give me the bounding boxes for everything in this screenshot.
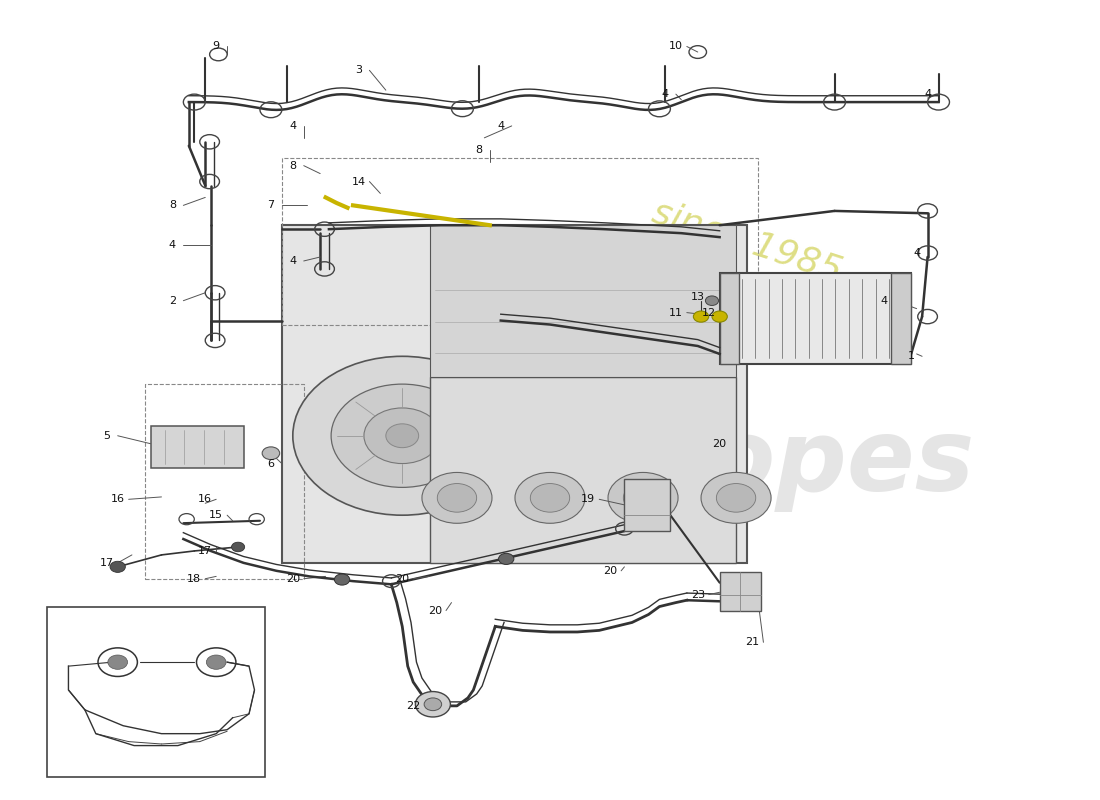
Circle shape <box>334 574 350 585</box>
Text: 19: 19 <box>581 494 595 504</box>
Text: 13: 13 <box>691 292 705 302</box>
Text: 22: 22 <box>406 701 420 711</box>
Bar <box>430 226 736 377</box>
Text: 4: 4 <box>913 248 921 258</box>
Circle shape <box>422 473 492 523</box>
Text: 4: 4 <box>289 256 296 266</box>
Circle shape <box>425 698 441 710</box>
Text: 18: 18 <box>187 574 201 584</box>
Circle shape <box>207 655 226 670</box>
Bar <box>145 384 304 578</box>
Text: 12: 12 <box>702 308 716 318</box>
Circle shape <box>712 311 727 322</box>
Bar <box>719 572 761 610</box>
Circle shape <box>716 483 756 512</box>
Text: 4: 4 <box>924 89 931 99</box>
Circle shape <box>515 473 585 523</box>
Text: 16: 16 <box>111 494 124 504</box>
Text: 20: 20 <box>395 574 409 584</box>
Text: 7: 7 <box>267 200 275 210</box>
Text: 8: 8 <box>475 145 483 154</box>
Text: 21: 21 <box>746 638 759 647</box>
Bar <box>625 479 670 531</box>
Circle shape <box>416 691 450 717</box>
Text: 10: 10 <box>669 42 683 51</box>
Bar <box>282 226 747 563</box>
Text: 11: 11 <box>669 308 683 318</box>
Text: 4: 4 <box>497 121 504 131</box>
Text: 5: 5 <box>103 430 110 441</box>
Circle shape <box>705 296 718 306</box>
Text: 2: 2 <box>169 296 176 306</box>
Circle shape <box>693 311 708 322</box>
Circle shape <box>231 542 244 552</box>
Circle shape <box>331 384 473 487</box>
Circle shape <box>386 424 419 448</box>
Text: 14: 14 <box>351 177 365 186</box>
Bar <box>282 158 758 325</box>
Text: 1: 1 <box>908 351 915 362</box>
Text: 4: 4 <box>289 121 296 131</box>
Text: 20: 20 <box>286 574 300 584</box>
Text: 17: 17 <box>100 558 113 568</box>
Text: europes: europes <box>519 415 975 512</box>
Bar <box>430 377 736 563</box>
Text: 4: 4 <box>661 89 669 99</box>
Bar <box>719 273 911 364</box>
Circle shape <box>498 554 514 565</box>
Text: 3: 3 <box>355 66 362 75</box>
Text: a passion for parts: a passion for parts <box>519 247 800 362</box>
Text: 20: 20 <box>603 566 617 576</box>
Bar <box>719 273 739 364</box>
Text: 15: 15 <box>209 510 223 520</box>
Circle shape <box>701 473 771 523</box>
Text: 8: 8 <box>169 200 176 210</box>
Text: 4: 4 <box>169 240 176 250</box>
Circle shape <box>108 655 128 670</box>
Circle shape <box>608 473 678 523</box>
Text: 4: 4 <box>880 296 888 306</box>
Bar <box>151 426 243 467</box>
Text: 8: 8 <box>289 161 296 170</box>
Bar <box>891 273 911 364</box>
Text: 16: 16 <box>198 494 212 504</box>
Circle shape <box>262 447 279 459</box>
Circle shape <box>293 356 512 515</box>
Text: 9: 9 <box>212 42 220 51</box>
Circle shape <box>624 483 662 512</box>
Circle shape <box>364 408 441 463</box>
Text: 20: 20 <box>713 438 727 449</box>
Text: 17: 17 <box>198 546 212 556</box>
Text: 23: 23 <box>691 590 705 600</box>
Circle shape <box>110 562 125 572</box>
Bar <box>46 606 265 778</box>
Text: 20: 20 <box>428 606 442 615</box>
Text: since 1985: since 1985 <box>648 194 846 288</box>
Text: 6: 6 <box>267 458 274 469</box>
Circle shape <box>530 483 570 512</box>
Circle shape <box>438 483 476 512</box>
